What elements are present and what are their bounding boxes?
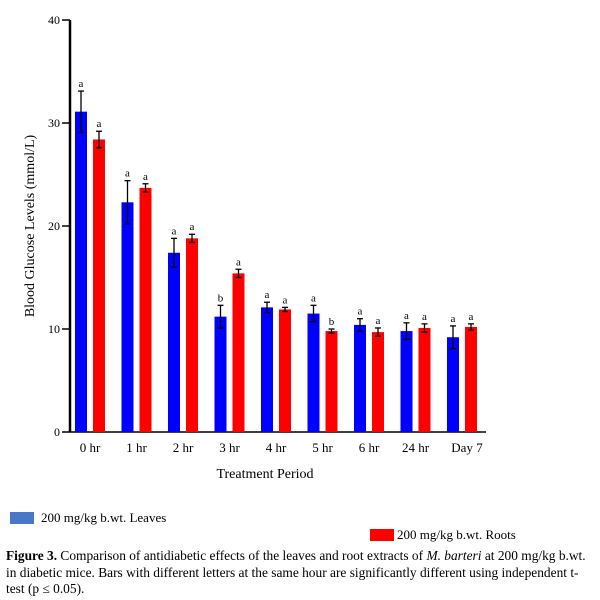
x-tick-label-4: 4 hr bbox=[266, 440, 287, 455]
bar-leaves-1 bbox=[121, 202, 134, 432]
caption-text-before: Comparison of antidiabetic effects of th… bbox=[57, 548, 427, 563]
significance-letter-leaves-0: a bbox=[79, 78, 84, 90]
bar-roots-5 bbox=[325, 331, 338, 432]
y-tick-label-10: 10 bbox=[48, 322, 60, 336]
significance-letter-roots-8: a bbox=[469, 311, 474, 323]
significance-letter-roots-5: b bbox=[329, 316, 335, 328]
x-axis-label: Treatment Period bbox=[216, 467, 313, 482]
x-tick-label-1: 1 hr bbox=[126, 440, 147, 455]
significance-letter-leaves-1: a bbox=[125, 168, 130, 180]
significance-letter-leaves-2: a bbox=[172, 225, 177, 237]
legend-swatch-roots bbox=[370, 529, 394, 541]
y-tick-label-20: 20 bbox=[48, 219, 60, 233]
x-tick-label-0: 0 hr bbox=[80, 440, 101, 455]
x-tick-label-7: 24 hr bbox=[402, 440, 430, 455]
bar-roots-8 bbox=[465, 326, 477, 432]
caption-text-after: at 200 mg/kg b.wt. in diabetic mice. Bar… bbox=[6, 548, 586, 596]
legend-item-leaves: 200 mg/kg b.wt. Leaves bbox=[10, 510, 166, 526]
significance-letter-leaves-4: a bbox=[265, 289, 270, 301]
significance-letter-roots-1: a bbox=[143, 171, 148, 183]
bar-roots-6 bbox=[372, 332, 384, 432]
bar-leaves-3 bbox=[214, 316, 227, 432]
x-tick-label-5: 5 hr bbox=[312, 440, 333, 455]
bar-roots-2 bbox=[186, 238, 198, 432]
bar-roots-0 bbox=[93, 139, 105, 433]
bar-leaves-5 bbox=[307, 313, 320, 432]
bar-leaves-2 bbox=[168, 252, 180, 432]
significance-letter-leaves-7: a bbox=[404, 310, 409, 322]
significance-letter-leaves-3: b bbox=[218, 292, 224, 304]
legend-item-roots: 200 mg/kg b.wt. Roots bbox=[370, 527, 516, 543]
y-tick-label-30: 30 bbox=[48, 116, 60, 130]
bar-roots-1 bbox=[139, 187, 152, 432]
figure-label: Figure 3. bbox=[6, 548, 58, 563]
x-tick-label-2: 2 hr bbox=[173, 440, 194, 455]
bar-roots-4 bbox=[279, 309, 291, 432]
bar-leaves-7 bbox=[400, 331, 413, 432]
significance-letter-leaves-8: a bbox=[451, 313, 456, 325]
significance-letter-leaves-5: a bbox=[311, 292, 316, 304]
significance-letter-roots-6: a bbox=[376, 315, 381, 327]
y-tick-label-40: 40 bbox=[48, 13, 60, 27]
x-tick-label-6: 6 hr bbox=[359, 440, 380, 455]
significance-letter-roots-0: a bbox=[97, 118, 102, 130]
x-tick-label-3: 3 hr bbox=[219, 440, 240, 455]
bar-roots-3 bbox=[232, 273, 245, 432]
caption-species: M. barteri bbox=[426, 548, 482, 563]
bar-roots-7 bbox=[418, 327, 431, 432]
y-tick-label-0: 0 bbox=[54, 425, 60, 439]
significance-letter-roots-7: a bbox=[422, 311, 427, 323]
significance-letter-roots-2: a bbox=[190, 221, 195, 233]
x-tick-label-8: Day 7 bbox=[451, 440, 483, 455]
significance-letter-roots-4: a bbox=[283, 294, 288, 306]
legend-label-leaves: 200 mg/kg b.wt. Leaves bbox=[41, 510, 167, 525]
figure-caption: Figure 3. Comparison of antidiabetic eff… bbox=[6, 548, 596, 598]
bar-leaves-8 bbox=[447, 337, 459, 432]
significance-letter-leaves-6: a bbox=[358, 306, 363, 318]
bar-leaves-6 bbox=[354, 324, 366, 432]
bar-leaves-0 bbox=[75, 111, 87, 433]
legend-swatch-leaves bbox=[10, 512, 34, 524]
bar-leaves-4 bbox=[261, 307, 273, 432]
bar-chart: 0 10 20 30 40 Blood Glucose Levels (mmol/L) Tr… bbox=[23, 13, 486, 482]
legend-label-roots: 200 mg/kg b.wt. Roots bbox=[397, 527, 516, 542]
y-axis-label: Blood Glucose Levels (mmol/L) bbox=[23, 134, 38, 317]
significance-letter-roots-3: a bbox=[236, 256, 241, 268]
